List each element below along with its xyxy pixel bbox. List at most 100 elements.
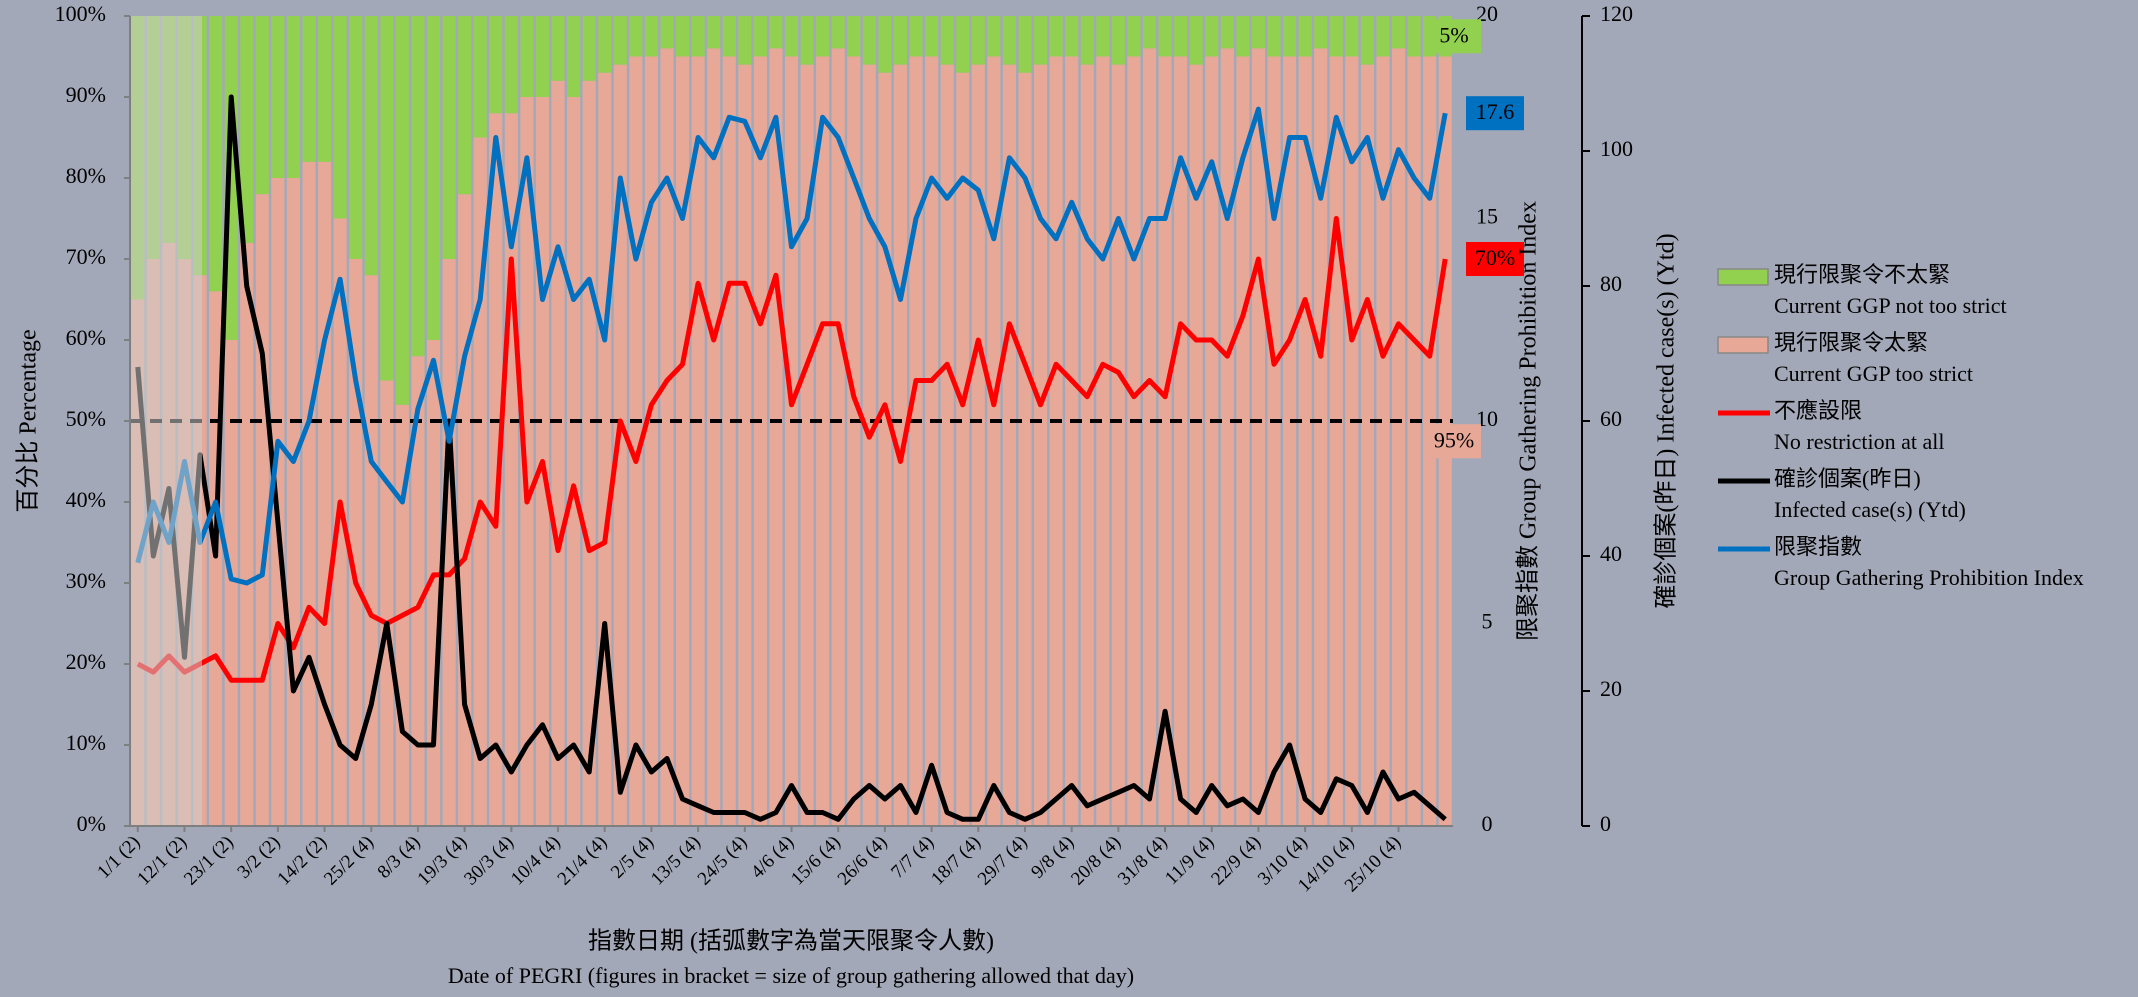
legend-label-en: Group Gathering Prohibition Index	[1774, 565, 2084, 590]
bar	[364, 275, 378, 826]
bar	[567, 97, 581, 826]
y-tick-label: 0%	[77, 811, 106, 836]
bar	[1220, 16, 1234, 49]
bar	[551, 80, 565, 827]
bar	[878, 72, 892, 826]
bar	[255, 194, 269, 826]
bar	[1205, 56, 1219, 826]
legend-swatch	[1717, 268, 1769, 286]
y2-tick-label: 20	[1476, 1, 1498, 26]
bar	[302, 161, 316, 827]
bar	[1360, 64, 1374, 827]
bar	[660, 48, 674, 826]
y2-axis-title: 限聚指數 Group Gathering Prohibition Index	[1515, 201, 1542, 641]
bar	[691, 56, 705, 826]
bar	[1080, 64, 1094, 827]
bar	[411, 16, 425, 357]
y3-tick-label: 20	[1600, 676, 1622, 701]
bar	[567, 16, 581, 97]
bar	[1158, 16, 1172, 57]
bar	[1376, 56, 1390, 826]
bar	[613, 16, 627, 65]
y-axis-title: 百分比 Percentage	[15, 329, 42, 512]
y2-tick-label: 0	[1482, 811, 1493, 836]
bar	[644, 16, 658, 57]
bar	[1033, 16, 1048, 65]
bar	[504, 16, 518, 114]
bar	[940, 16, 954, 65]
end-label: 5%	[1439, 22, 1468, 47]
bar	[240, 242, 254, 827]
y3-tick-label: 100	[1600, 136, 1633, 161]
bar	[940, 64, 954, 827]
bar	[209, 16, 223, 292]
bar	[1080, 16, 1094, 65]
bar	[1033, 64, 1048, 827]
y2-tick-label: 10	[1476, 406, 1498, 431]
bar	[1407, 16, 1421, 57]
bar	[458, 16, 472, 195]
bar	[956, 72, 970, 826]
y2-tick-label: 15	[1476, 204, 1498, 229]
bar	[1329, 16, 1343, 57]
bar	[753, 56, 767, 826]
bar	[1267, 56, 1281, 826]
end-label-box	[1427, 424, 1481, 459]
bar	[893, 64, 907, 827]
bar	[613, 64, 627, 827]
bar	[1127, 56, 1141, 826]
bar	[769, 16, 783, 49]
bar	[1174, 56, 1188, 826]
bar	[971, 16, 985, 65]
y-tick-label: 20%	[66, 649, 106, 674]
legend-label: 限聚指數	[1774, 534, 1862, 559]
bar	[411, 356, 425, 826]
legend-label: 現行限聚令不太緊	[1774, 262, 1950, 287]
bar	[302, 16, 316, 162]
bar	[1236, 56, 1250, 826]
bar	[1329, 56, 1343, 826]
y3-tick-label: 40	[1600, 541, 1622, 566]
bar	[722, 16, 736, 57]
bar	[1314, 48, 1328, 826]
line-layer	[135, 94, 1448, 822]
legend-label-en: Current GGP not too strict	[1774, 293, 2007, 318]
bar	[1142, 16, 1157, 49]
bar	[956, 16, 970, 73]
bar	[1236, 16, 1250, 57]
bar	[551, 16, 565, 81]
bar	[707, 16, 721, 49]
bar	[800, 64, 814, 827]
bar	[1142, 48, 1157, 826]
bar	[707, 48, 721, 826]
bar	[1220, 48, 1234, 826]
bar	[1205, 16, 1219, 57]
legend-label: 確診個案(昨日)	[1774, 466, 1921, 491]
bar	[349, 16, 363, 259]
bar	[318, 161, 332, 827]
bar	[1111, 16, 1125, 65]
bar	[1407, 56, 1421, 826]
bar	[395, 16, 409, 405]
bar	[598, 72, 612, 826]
bar	[816, 56, 830, 826]
bar	[1189, 16, 1203, 65]
bar	[535, 16, 550, 97]
y-tick-label: 80%	[66, 163, 106, 188]
faded-period-overlay	[130, 16, 202, 826]
bar	[784, 16, 799, 57]
bar	[1127, 16, 1141, 57]
bar	[442, 16, 456, 259]
bar	[426, 16, 441, 340]
bar	[971, 64, 985, 827]
bar	[862, 16, 876, 65]
y-tick-label: 50%	[66, 406, 106, 431]
end-label: 95%	[1434, 427, 1474, 452]
bar	[1096, 56, 1110, 826]
y3-tick-label: 80	[1600, 271, 1622, 296]
y2-tick-label: 5	[1482, 609, 1493, 634]
bar	[909, 56, 923, 826]
bar	[1189, 64, 1203, 827]
